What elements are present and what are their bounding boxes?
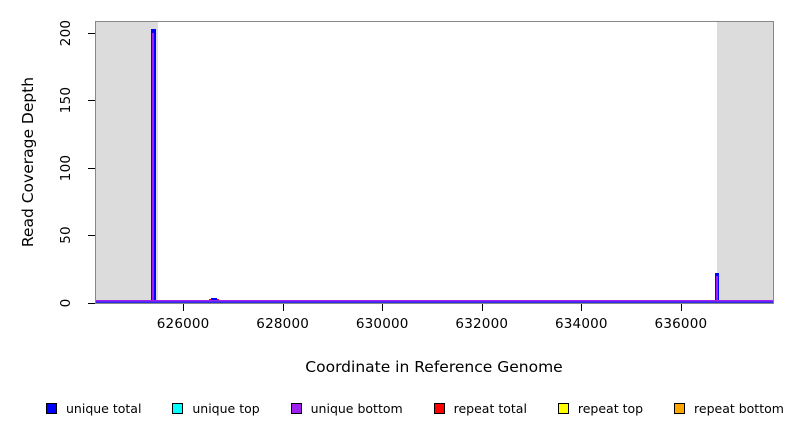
plot-area <box>95 21 774 304</box>
legend-item: unique top <box>172 400 260 416</box>
y-axis-title: Read Coverage Depth <box>19 76 37 248</box>
x-axis-tick <box>481 304 483 311</box>
legend-swatch <box>433 402 445 414</box>
legend-swatch <box>557 402 569 414</box>
x-axis-tick-label: 636000 <box>654 316 708 332</box>
legend-swatch <box>172 402 184 414</box>
y-axis-tick-label: 50 <box>58 226 74 245</box>
legend-label: unique top <box>192 400 260 416</box>
x-axis-tick <box>680 304 682 311</box>
shaded-region <box>96 22 159 303</box>
x-axis-tick <box>282 304 284 311</box>
legend-item: repeat top <box>557 400 644 416</box>
x-axis-tick <box>382 304 384 311</box>
coverage-spike <box>152 32 155 303</box>
y-axis-tick-label: 150 <box>58 87 74 114</box>
legend-label: repeat total <box>453 400 527 416</box>
coverage-spike <box>715 275 718 303</box>
y-axis-tick-label: 100 <box>58 154 74 182</box>
y-axis-tick <box>88 235 95 237</box>
legend-swatch <box>46 402 57 414</box>
x-axis-tick-label: 628000 <box>256 316 310 332</box>
y-axis-tick <box>88 303 95 304</box>
zero-coverage-baseline <box>96 300 773 303</box>
legend-label: repeat bottom <box>694 400 784 416</box>
y-axis-tick-label: 200 <box>58 19 74 46</box>
x-axis-title: Coordinate in Reference Genome <box>305 358 563 376</box>
x-axis-tick-label: 626000 <box>156 316 210 332</box>
legend-swatch <box>290 402 302 414</box>
x-axis-tick-label: 632000 <box>455 316 509 332</box>
legend-swatch <box>674 402 686 414</box>
y-axis-tick <box>88 32 95 34</box>
legend-label: unique bottom <box>310 400 403 416</box>
legend-item: repeat bottom <box>674 401 784 416</box>
y-axis-tick-label: 0 <box>58 298 74 308</box>
legend-item: repeat total <box>433 400 527 416</box>
y-axis-tick <box>88 100 95 102</box>
x-axis-tick-label: 630000 <box>355 316 409 332</box>
shaded-region <box>716 22 773 303</box>
y-axis-tick <box>88 167 95 169</box>
legend-label: repeat top <box>577 400 644 416</box>
x-axis-tick <box>581 304 583 311</box>
legend: unique total unique top unique bottom repea… <box>46 398 784 418</box>
legend-item: unique bottom <box>290 400 403 416</box>
legend-item: unique total <box>46 401 141 416</box>
x-axis-tick <box>183 304 185 311</box>
legend-label: unique total <box>66 400 142 416</box>
x-axis-tick-label: 634000 <box>554 316 608 332</box>
